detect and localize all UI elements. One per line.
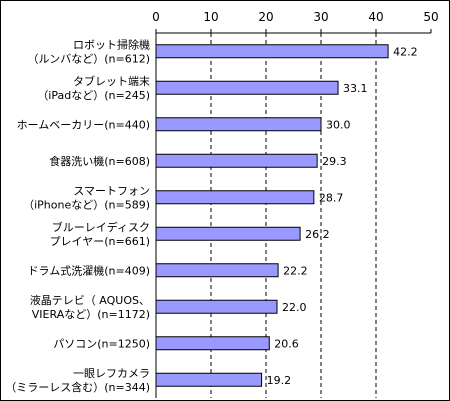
category-label: VIERAなど）(n=1172) bbox=[32, 308, 150, 321]
bar bbox=[155, 226, 301, 241]
bar bbox=[155, 80, 339, 95]
value-label: 22.2 bbox=[283, 264, 308, 277]
category-label: ロボット掃除機 bbox=[73, 37, 150, 51]
bar bbox=[155, 117, 322, 132]
value-label: 19.2 bbox=[267, 374, 292, 387]
value-label: 30.0 bbox=[326, 118, 351, 131]
category-label: 液晶テレビ（ AQUOS、 bbox=[30, 293, 150, 307]
x-tick-label: 50 bbox=[423, 10, 438, 24]
category-label: （ミラーレス含む）(n=344) bbox=[5, 380, 150, 394]
category-label: ブルーレイディスク bbox=[52, 220, 150, 234]
value-label: 22.0 bbox=[282, 301, 307, 314]
category-label: （iPadなど）(n=245) bbox=[37, 89, 150, 102]
category-label: （ルンバなど）(n=612) bbox=[27, 52, 150, 65]
x-tick-label: 40 bbox=[368, 10, 383, 24]
bar bbox=[155, 299, 278, 314]
x-tick-label: 10 bbox=[203, 10, 218, 24]
value-label: 28.7 bbox=[319, 191, 344, 204]
value-label: 33.1 bbox=[343, 82, 368, 95]
category-label: プレイヤー(n=661) bbox=[50, 235, 150, 248]
bar bbox=[155, 153, 318, 168]
bar bbox=[155, 190, 315, 205]
category-label: 一眼レフカメラ bbox=[73, 367, 150, 380]
value-label: 42.2 bbox=[393, 45, 418, 58]
x-tick-label: 0 bbox=[152, 10, 160, 24]
category-label: ホームベーカリー(n=440) bbox=[17, 118, 150, 131]
bar bbox=[155, 336, 270, 351]
x-tick-label: 20 bbox=[258, 10, 273, 24]
category-label: タブレット端末 bbox=[73, 74, 150, 88]
value-label: 26.2 bbox=[305, 228, 330, 241]
bar bbox=[155, 44, 389, 59]
value-label: 20.6 bbox=[274, 337, 299, 350]
bar bbox=[155, 263, 279, 278]
x-tick-label: 30 bbox=[313, 10, 328, 24]
value-label: 29.3 bbox=[322, 155, 347, 168]
category-label: パソコン(n=1250) bbox=[53, 337, 150, 350]
category-label: 食器洗い機(n=608) bbox=[49, 154, 150, 168]
category-label: ドラム式洗濯機(n=409) bbox=[28, 263, 150, 277]
bar bbox=[155, 372, 263, 387]
category-label: スマートフォン bbox=[73, 184, 150, 197]
category-label: （iPhoneなど）(n=589) bbox=[23, 198, 150, 211]
